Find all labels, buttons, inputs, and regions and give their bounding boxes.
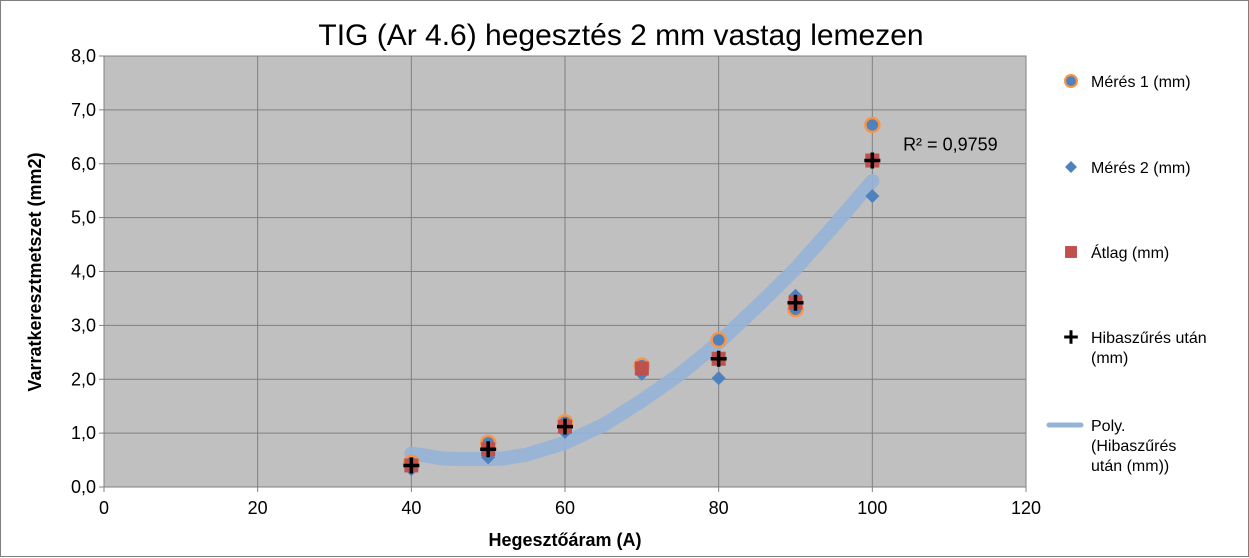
data-point (403, 457, 420, 474)
legend-entry: Poly. (Hibaszűrés után (mm)) (1046, 418, 1176, 475)
y-tick-label: 3,0 (71, 315, 96, 335)
legend-marker (1063, 73, 1079, 89)
legend-label: Hibaszűrés után (1091, 330, 1207, 347)
data-point (864, 152, 881, 169)
y-tick-label: 2,0 (71, 369, 96, 389)
x-tick-label: 120 (1011, 498, 1041, 518)
x-tick-label: 60 (555, 498, 575, 518)
x-tick-label: 100 (857, 498, 887, 518)
data-point (865, 189, 880, 204)
legend-label: Átlag (mm) (1091, 243, 1169, 262)
chart-title: TIG (Ar 4.6) hegesztés 2 mm vastag lemez… (318, 19, 923, 52)
annotations: R² = 0,9759 (903, 134, 998, 154)
legend-label: (Hibaszűrés (1091, 438, 1176, 455)
y-tick-label: 7,0 (71, 100, 96, 120)
data-point (710, 331, 727, 349)
data-point (480, 441, 497, 458)
legend-label: után (mm)) (1091, 458, 1169, 475)
legend-label: (mm) (1091, 350, 1128, 367)
x-tick-label: 80 (709, 498, 729, 518)
y-tick-label: 5,0 (71, 208, 96, 228)
data-series (403, 116, 881, 477)
data-point (710, 350, 727, 367)
y-tick-label: 6,0 (71, 154, 96, 174)
x-tick-label: 0 (99, 498, 109, 518)
legend-label: Mérés 2 (mm) (1091, 160, 1191, 177)
legend-marker (1065, 161, 1077, 173)
data-point (557, 418, 573, 435)
legend-marker (1065, 246, 1077, 258)
y-tick-label: 4,0 (71, 262, 96, 282)
data-point (864, 116, 881, 134)
legend-entry: Mérés 2 (mm) (1065, 160, 1191, 177)
legend-entry: Hibaszűrés után (mm) (1064, 330, 1207, 367)
legend: Mérés 1 (mm) Mérés 2 (mm) Átlag (mm) Hibasz… (1046, 73, 1207, 475)
y-tick-label: 8,0 (71, 46, 96, 66)
series-4 (403, 152, 881, 474)
y-axis-label: Varratkeresztmetszet (mm2) (25, 152, 45, 391)
data-point (634, 361, 649, 376)
data-point (711, 371, 726, 386)
legend-entry: Átlag (mm) (1065, 243, 1169, 262)
legend-label: Mérés 1 (mm) (1091, 74, 1191, 91)
trendline-curve (404, 174, 880, 466)
legend-label: Poly. (1091, 418, 1125, 435)
x-axis-label: Hegesztőáram (A) (488, 530, 641, 550)
x-tick-label: 40 (401, 498, 421, 518)
legend-marker (1064, 330, 1078, 344)
y-tick-label: 0,0 (71, 477, 96, 497)
x-tick-label: 20 (248, 498, 268, 518)
data-point (787, 294, 804, 311)
trendline (404, 174, 880, 466)
legend-entry: Mérés 1 (mm) (1063, 73, 1191, 91)
r-squared-label: R² = 0,9759 (903, 134, 998, 154)
y-tick-label: 1,0 (71, 423, 96, 443)
tick-labels: 0 20 40 60 80 100 120 0,0 1,0 2,0 3,0 4,0 5,0 6,0 7,0 8… (71, 46, 1041, 518)
